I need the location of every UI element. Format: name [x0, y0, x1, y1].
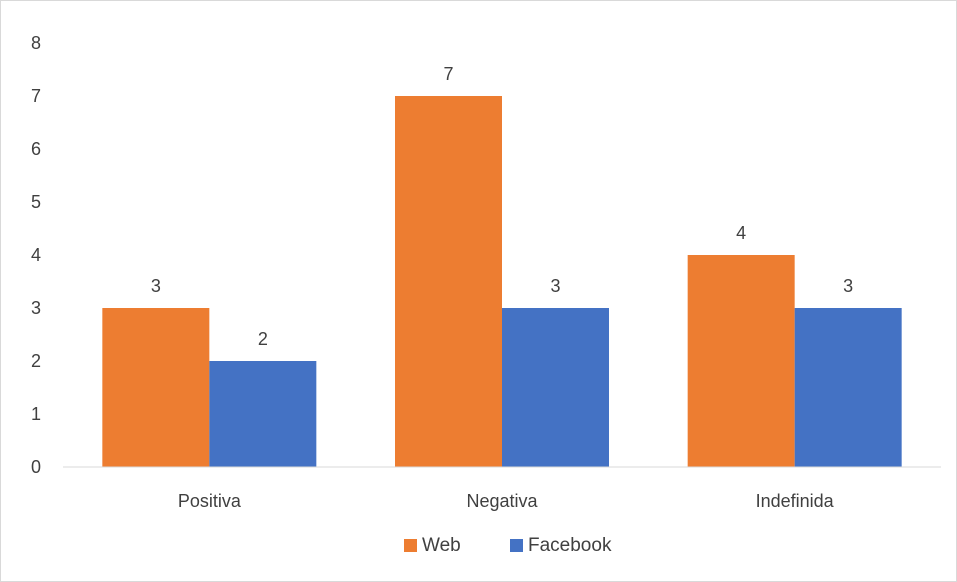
y-tick-label: 5 — [31, 192, 41, 212]
legend-swatch-web — [404, 539, 417, 552]
bar-web-negativa — [395, 96, 502, 467]
y-tick-label: 1 — [31, 404, 41, 424]
x-axis-category-labels: Positiva Negativa Indefinida — [178, 491, 835, 511]
x-category-label: Indefinida — [756, 491, 835, 511]
bar-facebook-indefinida — [794, 308, 902, 467]
y-tick-label: 7 — [31, 86, 41, 106]
y-tick-label: 6 — [31, 139, 41, 159]
legend-label-web: Web — [422, 535, 461, 556]
bar-facebook-negativa — [502, 308, 609, 467]
x-category-label: Negativa — [466, 491, 538, 511]
bar-web-positiva — [102, 308, 210, 467]
data-label-web-positiva: 3 — [151, 276, 161, 296]
legend-swatch-facebook — [510, 539, 523, 552]
legend-label-facebook: Facebook — [528, 535, 612, 556]
data-label-facebook-indefinida: 3 — [843, 276, 853, 296]
bar-web-indefinida — [687, 255, 795, 467]
data-label-web-indefinida: 4 — [736, 223, 746, 243]
data-label-web-negativa: 7 — [443, 64, 453, 84]
y-tick-label: 4 — [31, 245, 41, 265]
bars — [102, 96, 902, 467]
y-axis-tick-labels: 0 1 2 3 4 5 6 7 8 — [31, 33, 41, 477]
legend-item-facebook: Facebook — [510, 535, 612, 556]
bar-facebook-positiva — [209, 361, 317, 467]
data-label-facebook-negativa: 3 — [550, 276, 560, 296]
legend-item-web: Web — [404, 535, 461, 556]
y-tick-label: 3 — [31, 298, 41, 318]
legend: Web Facebook — [404, 535, 612, 556]
y-tick-label: 0 — [31, 457, 41, 477]
y-tick-label: 2 — [31, 351, 41, 371]
x-category-label: Positiva — [178, 491, 242, 511]
data-labels: 3 2 7 3 4 3 — [151, 64, 853, 349]
data-label-facebook-positiva: 2 — [258, 329, 268, 349]
y-tick-label: 8 — [31, 33, 41, 53]
